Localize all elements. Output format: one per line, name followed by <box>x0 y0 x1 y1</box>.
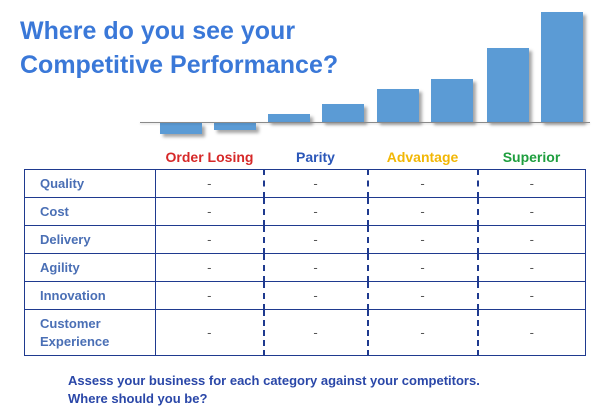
cell[interactable]: - <box>367 253 479 282</box>
cell[interactable]: - <box>367 225 479 254</box>
cell[interactable]: - <box>155 281 265 310</box>
header-blank <box>25 139 156 170</box>
cell[interactable]: - <box>367 309 479 356</box>
cell[interactable]: - <box>367 197 479 226</box>
bars-baseline <box>140 122 590 123</box>
row-label-cost: Cost <box>24 197 156 226</box>
table-row: Quality - - - - <box>24 169 586 198</box>
cell[interactable]: - <box>263 197 369 226</box>
cell[interactable]: - <box>155 253 265 282</box>
performance-bar <box>322 104 364 122</box>
performance-bar <box>268 114 310 122</box>
col-superior: Superior <box>477 139 586 170</box>
cell[interactable]: - <box>263 281 369 310</box>
row-label-quality: Quality <box>24 169 156 198</box>
performance-bar <box>160 123 202 134</box>
table-row: Delivery - - - - <box>24 225 586 254</box>
footer-line-1: Assess your business for each category a… <box>68 373 480 388</box>
cell[interactable]: - <box>263 253 369 282</box>
cell[interactable]: - <box>477 281 586 310</box>
title-line-2: Competitive Performance? <box>20 51 339 79</box>
table-row: Cost - - - - <box>24 197 586 226</box>
performance-bar <box>487 48 529 122</box>
performance-bar <box>214 123 256 130</box>
cell[interactable]: - <box>477 169 586 198</box>
row-label-delivery: Delivery <box>24 225 156 254</box>
footer-instructions: Assess your business for each category a… <box>68 372 480 408</box>
cell[interactable]: - <box>263 309 369 356</box>
title-line-1: Where do you see your <box>20 17 296 45</box>
cell[interactable]: - <box>367 169 479 198</box>
cell[interactable]: - <box>155 197 265 226</box>
assessment-table: Order Losing Parity Advantage Superior Q… <box>24 139 586 356</box>
performance-bar <box>541 12 583 122</box>
cell[interactable]: - <box>477 225 586 254</box>
cell[interactable]: - <box>155 169 265 198</box>
cell[interactable]: - <box>155 309 265 356</box>
cell[interactable]: - <box>155 225 265 254</box>
cell[interactable]: - <box>477 309 586 356</box>
col-advantage: Advantage <box>367 139 478 170</box>
cell[interactable]: - <box>477 197 586 226</box>
cell[interactable]: - <box>263 169 369 198</box>
performance-bar <box>431 79 473 122</box>
row-label-agility: Agility <box>24 253 156 282</box>
table-row: Agility - - - - <box>24 253 586 282</box>
cell[interactable]: - <box>263 225 369 254</box>
row-label-customer-experience: Customer Experience <box>24 309 156 356</box>
performance-bar <box>377 89 419 122</box>
col-parity: Parity <box>263 139 368 170</box>
table-row: Innovation - - - - <box>24 281 586 310</box>
footer-line-2: Where should you be? <box>68 391 208 406</box>
col-order-losing: Order Losing <box>155 139 264 170</box>
table-header-row: Order Losing Parity Advantage Superior <box>25 139 586 170</box>
row-label-innovation: Innovation <box>24 281 156 310</box>
cell[interactable]: - <box>367 281 479 310</box>
page-title: Where do you see your Competitive Perfor… <box>20 14 338 82</box>
table-row: Customer Experience - - - - <box>24 309 586 356</box>
cell[interactable]: - <box>477 253 586 282</box>
